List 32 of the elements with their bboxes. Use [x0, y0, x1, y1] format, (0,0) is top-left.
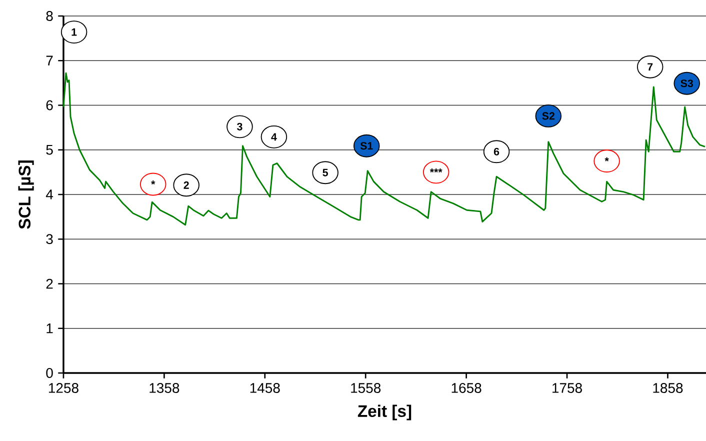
x-tick-label: 1858: [653, 383, 683, 393]
y-tick-label: 5: [46, 144, 53, 155]
x-tick-label: 1658: [452, 383, 482, 393]
x-tick-label: 1558: [351, 383, 381, 393]
y-tick-label: 7: [46, 56, 53, 66]
annotation: S2: [542, 112, 554, 120]
annotation: *: [604, 157, 609, 162]
annotation: 5: [322, 168, 328, 176]
annotation: ***: [430, 168, 442, 172]
x-tick-label: 1358: [150, 383, 180, 393]
y-tick-label: 3: [46, 234, 53, 244]
y-tick-label: 6: [46, 100, 53, 110]
annotation: S1: [360, 142, 373, 150]
x-tick-label: 1458: [250, 383, 280, 393]
annotation: 6: [494, 148, 500, 156]
y-tick-label: 0: [46, 368, 53, 378]
annotation: 7: [648, 63, 653, 71]
annotation: *: [151, 180, 156, 185]
annotation: 4: [271, 133, 277, 141]
annotation: 3: [237, 122, 242, 130]
line-series: [62, 72, 706, 226]
y-tick-label: 8: [46, 11, 53, 21]
annotation: 1: [72, 28, 77, 36]
x-tick-label: 1758: [552, 383, 582, 393]
annotation: 2: [184, 181, 189, 189]
x-tick-label: 1258: [48, 383, 78, 393]
y-axis-title: SCL [µS]: [18, 160, 34, 229]
y-tick-label: 4: [46, 190, 54, 200]
y-tick-label: 1: [46, 324, 53, 334]
y-tick-label: 2: [46, 278, 53, 289]
x-axis-title: Zeit [s]: [358, 404, 412, 420]
annotation: S3: [680, 80, 693, 88]
